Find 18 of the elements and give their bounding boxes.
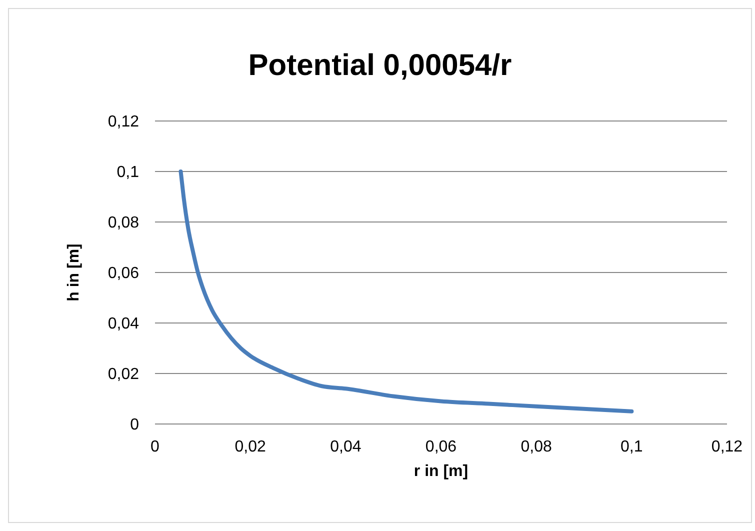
x-tick-label: 0,1 bbox=[620, 438, 643, 456]
y-tick-label: 0,04 bbox=[108, 316, 140, 333]
y-tick-label: 0,02 bbox=[108, 366, 140, 384]
y-axis-title: h in [m] bbox=[66, 244, 83, 302]
x-tick-label: 0,12 bbox=[711, 438, 743, 456]
line-series bbox=[178, 170, 634, 414]
y-tick-label: 0,06 bbox=[108, 265, 140, 282]
x-tick-label: 0,08 bbox=[520, 438, 552, 456]
y-tick-label: 0,12 bbox=[108, 114, 140, 131]
y-tick-label: 0 bbox=[130, 416, 140, 434]
x-tick-label: 0 bbox=[150, 438, 160, 456]
y-tick-label: 0,1 bbox=[116, 164, 140, 182]
x-tick-label: 0,02 bbox=[234, 438, 266, 456]
chart-title: Potential 0,00054/r bbox=[247, 49, 513, 83]
x-tick-label: 0,06 bbox=[425, 438, 457, 456]
x-axis-title: r in [m] bbox=[414, 463, 468, 480]
y-tick-label: 0,08 bbox=[108, 214, 140, 232]
x-tick-label: 0,04 bbox=[330, 438, 362, 456]
